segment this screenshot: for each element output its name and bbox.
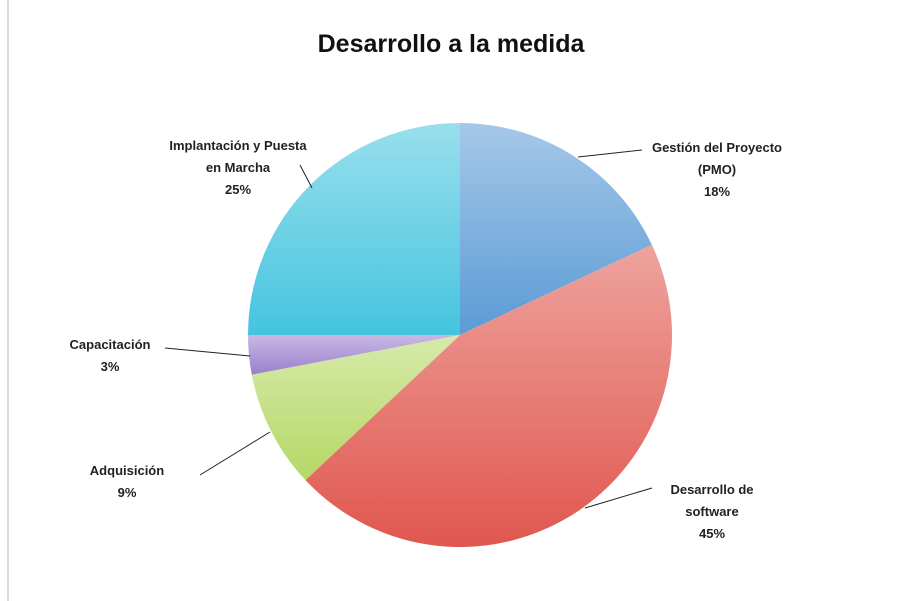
category-label: Desarrollo de software: [670, 482, 754, 519]
value-label: 45%: [698, 526, 726, 541]
slice-label: Desarrollo de software 45%: [657, 479, 767, 545]
leader-line: [164, 347, 251, 357]
category-label: Gestión del Proyecto (PMO): [651, 140, 783, 177]
chart-title: Desarrollo a la medida: [317, 30, 585, 58]
pie-slice: [248, 335, 460, 375]
category-label: Implantación y Puesta en Marcha: [169, 138, 307, 175]
leader-line: [584, 487, 653, 509]
leader-line: [299, 164, 313, 189]
slice-label: Capacitación 3%: [55, 334, 165, 378]
pie-slice: [460, 123, 652, 335]
leader-line: [577, 149, 643, 158]
pie-slice: [248, 123, 460, 335]
value-label: 3%: [100, 359, 120, 374]
category-label: Adquisición: [89, 463, 165, 478]
slice-label: Adquisición 9%: [77, 460, 177, 504]
value-label: 9%: [117, 485, 137, 500]
value-label: 25%: [224, 182, 252, 197]
slice-label: Implantación y Puesta en Marcha 25%: [163, 135, 313, 201]
pie-slice: [251, 335, 460, 481]
category-label: Capacitación: [69, 337, 151, 352]
slice-label: Gestión del Proyecto (PMO) 18%: [642, 137, 792, 203]
value-label: 18%: [703, 184, 731, 199]
pie-slice: [305, 244, 673, 548]
leader-line: [199, 431, 271, 476]
